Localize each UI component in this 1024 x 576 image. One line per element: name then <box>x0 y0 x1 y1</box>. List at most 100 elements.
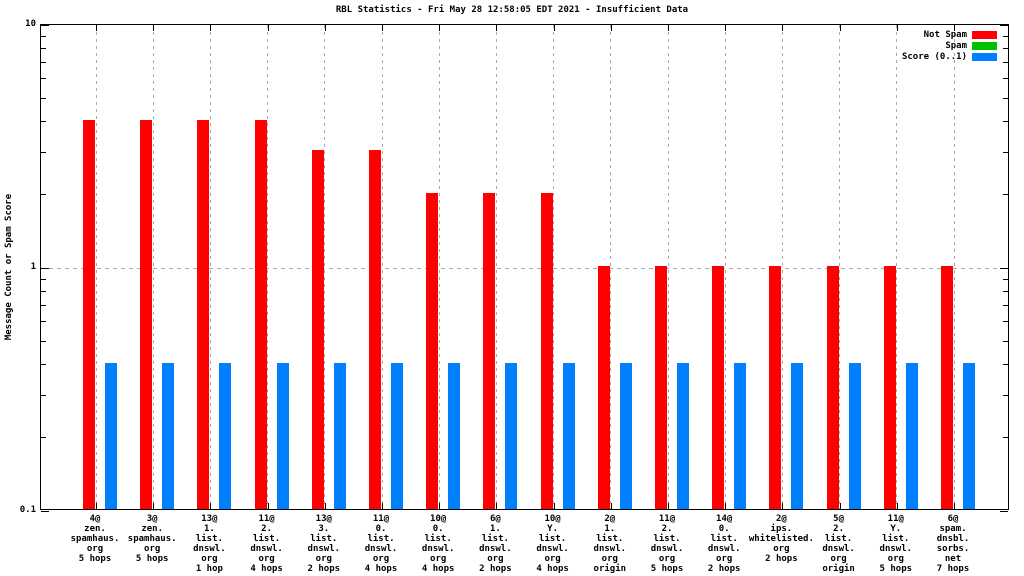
bar-not-spam <box>883 266 896 509</box>
x-tick-bottom <box>839 503 841 509</box>
y-tick-left <box>41 394 46 396</box>
y-tick-left <box>41 121 46 123</box>
bar-score-0-1- <box>505 362 518 509</box>
legend: Not Spam Spam Score (0..1) <box>902 29 997 62</box>
legend-swatch <box>972 41 997 50</box>
x-tick-top <box>324 25 326 31</box>
vertical-gridline <box>267 25 269 509</box>
bar-not-spam <box>826 266 839 509</box>
bar-score-0-1- <box>448 362 461 509</box>
x-tick-top <box>896 25 898 31</box>
vertical-gridline <box>95 25 97 509</box>
bar-not-spam <box>655 266 667 509</box>
y-tick-right <box>1003 321 1008 323</box>
vertical-gridline <box>953 25 955 509</box>
y-tick-right <box>1003 340 1008 342</box>
bar-score-0-1- <box>105 362 117 509</box>
y-tick-right <box>1003 394 1008 396</box>
bar-not-spam <box>140 119 153 509</box>
y-tick-left <box>41 510 49 512</box>
x-category-label: 6@ 1. list. dnswl. org 2 hops <box>479 514 512 574</box>
y-tick-right <box>1003 97 1008 99</box>
y-tick-right <box>1003 291 1008 293</box>
x-tick-top <box>954 25 955 31</box>
bar-score-0-1- <box>562 362 575 509</box>
x-tick-bottom <box>668 503 669 509</box>
y-tick-left <box>41 97 46 99</box>
legend-label: Score (0..1) <box>901 51 967 62</box>
bar-not-spam <box>311 150 324 509</box>
y-tick-left <box>41 291 46 293</box>
y-tick-left <box>41 321 46 323</box>
x-tick-bottom <box>725 503 727 509</box>
x-category-label: 10@ 0. list. dnswl. org 4 hops <box>421 514 455 574</box>
x-category-label: 11@ 2. list. dnswl. org 4 hops <box>250 514 283 574</box>
y-tick-left <box>41 364 46 366</box>
bar-score-0-1- <box>391 362 403 509</box>
horizontal-gridline <box>41 268 1008 269</box>
y-tick-left <box>41 48 46 50</box>
bar-not-spam <box>197 119 210 509</box>
y-tick-left <box>41 151 46 153</box>
bar-not-spam <box>712 266 725 509</box>
bar-not-spam <box>483 192 496 509</box>
legend-swatch <box>972 52 997 61</box>
y-tick-right <box>1003 62 1008 64</box>
y-tick-right <box>1003 364 1008 366</box>
vertical-gridline <box>381 25 383 509</box>
x-category-label: 3@ zen. spamhaus. org 5 hops <box>127 514 177 564</box>
y-tick-right <box>1003 35 1008 37</box>
y-tick-left <box>41 278 46 280</box>
legend-item: Not Spam <box>902 29 997 40</box>
bar-not-spam <box>426 192 439 509</box>
x-tick-top <box>382 25 383 31</box>
y-tick-label: 10 <box>25 19 36 29</box>
x-tick-top <box>210 25 212 31</box>
vertical-gridline <box>667 25 669 509</box>
bar-not-spam <box>540 192 553 509</box>
bar-not-spam <box>254 119 267 509</box>
y-tick-left <box>41 437 46 439</box>
y-tick-right <box>1003 78 1008 80</box>
vertical-gridline <box>610 25 612 509</box>
bar-score-0-1- <box>333 362 346 509</box>
x-tick-bottom <box>496 503 498 509</box>
x-tick-top <box>839 25 841 31</box>
vertical-gridline <box>724 25 726 509</box>
vertical-gridline <box>495 25 497 509</box>
x-tick-top <box>267 25 269 31</box>
x-tick-top <box>153 25 155 31</box>
x-tick-bottom <box>210 503 212 509</box>
x-tick-top <box>496 25 498 31</box>
y-tick-right <box>1003 437 1008 439</box>
bar-score-0-1- <box>734 362 747 509</box>
x-tick-top <box>439 25 441 31</box>
y-tick-left <box>41 62 46 64</box>
y-tick-right <box>1000 267 1008 269</box>
x-category-label: 5@ 2. list. dnswl. org origin <box>822 514 855 574</box>
x-category-label: 4@ zen. spamhaus. org 5 hops <box>70 514 120 564</box>
x-tick-bottom <box>153 503 155 509</box>
bar-score-0-1- <box>905 362 918 509</box>
chart-title: RBL Statistics - Fri May 28 12:58:05 EDT… <box>335 5 689 15</box>
y-tick-right <box>1003 194 1008 196</box>
vertical-gridline <box>839 25 841 509</box>
x-tick-top <box>725 25 727 31</box>
y-tick-left <box>41 24 49 26</box>
x-tick-top <box>553 25 555 31</box>
y-tick-left <box>41 267 49 269</box>
x-tick-bottom <box>610 503 612 509</box>
x-category-label: 6@ spam. dnsbl. sorbs. net 7 hops <box>936 514 970 574</box>
vertical-gridline <box>553 25 555 509</box>
y-tick-right <box>1000 510 1008 512</box>
y-tick-right <box>1003 278 1008 280</box>
vertical-gridline <box>324 25 326 509</box>
vertical-gridline <box>152 25 154 509</box>
bar-score-0-1- <box>677 362 689 509</box>
legend-label: Not Spam <box>923 29 967 40</box>
y-tick-left <box>41 78 46 80</box>
legend-item: Score (0..1) <box>902 51 997 62</box>
x-tick-top <box>782 25 784 31</box>
x-tick-bottom <box>553 503 555 509</box>
